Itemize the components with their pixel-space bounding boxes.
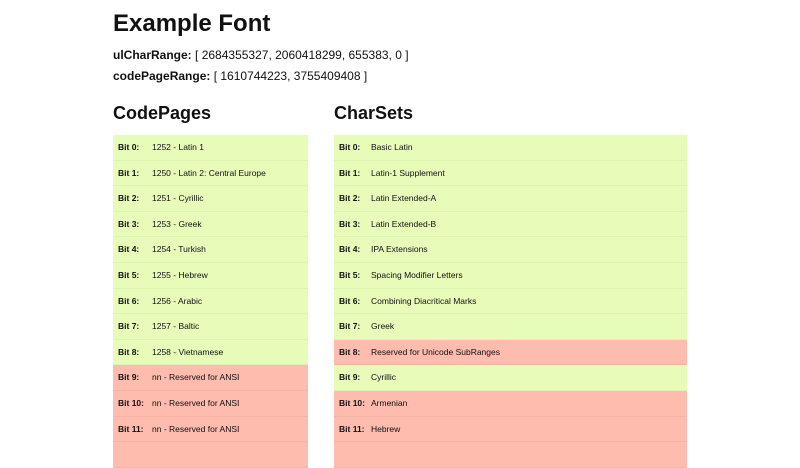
codepagerange-line: codePageRange: [ 1610744223, 3755409408 … (113, 69, 367, 83)
codepages-row: Bit 4: 1254 - Turkish (113, 237, 308, 263)
bit-label: Bit 4: (339, 244, 361, 255)
codepages-row: Bit 5: 1255 - Hebrew (113, 262, 308, 289)
codepages-row: Bit 6: 1256 - Arabic (113, 288, 308, 315)
bit-label: Bit 9: (118, 372, 140, 383)
codepages-row: Bit 1: 1250 - Latin 2: Central Europe (113, 160, 308, 187)
ulcharrange-line: ulCharRange: [ 2684355327, 2060418299, 6… (113, 48, 409, 62)
charsets-row: Bit 9: Cyrillic (334, 365, 687, 391)
row-text: Latin Extended-A (371, 193, 437, 204)
bit-label: Bit 9: (339, 372, 361, 383)
codepages-row: Bit 8: 1258 - Vietnamese (113, 339, 308, 366)
codepages-row: Bit 11: nn - Reserved for ANSI (113, 416, 308, 443)
charsets-row: Bit 10: Armenian (334, 390, 687, 417)
charsets-table: Bit 0: Basic Latin Bit 1: Latin-1 Supplemen… (334, 135, 687, 468)
codepages-table: Bit 0: 1252 - Latin 1 Bit 1: 1250 - Latin 2… (113, 135, 308, 468)
bit-label: Bit 7: (339, 321, 361, 332)
row-text: 1258 - Vietnamese (152, 346, 224, 357)
row-text: nn - Reserved for ANSI (152, 372, 240, 383)
charsets-row: Bit 4: IPA Extensions (334, 237, 687, 263)
charsets-row: Bit 11: Hebrew (334, 416, 687, 443)
row-text: 1252 - Latin 1 (152, 142, 204, 152)
charsets-row: Bit 6: Combining Diacritical Marks (334, 288, 687, 315)
bit-label: Bit 10: (118, 397, 144, 408)
charsets-row: Bit 5: Spacing Modifier Letters (334, 262, 687, 289)
row-text: Basic Latin (371, 142, 413, 152)
row-text: Reserved for Unicode SubRanges (371, 346, 500, 357)
row-text: 1255 - Hebrew (152, 269, 208, 280)
row-text: Armenian (371, 397, 408, 408)
charsets-row: Bit 1: Latin-1 Supplement (334, 160, 687, 187)
row-text: nn - Reserved for ANSI (152, 397, 240, 408)
row-text: nn - Reserved for ANSI (152, 423, 240, 434)
charsets-heading: CharSets (334, 103, 414, 123)
bit-label: Bit 7: (118, 321, 140, 332)
row-text: Spacing Modifier Letters (371, 269, 463, 280)
bit-label: Bit 5: (339, 269, 361, 280)
bit-label: Bit 8: (339, 346, 361, 357)
bit-label: Bit 3: (339, 218, 361, 229)
codepagerange-label: codePageRange: (113, 69, 211, 83)
codepages-row: Bit 10: nn - Reserved for ANSI (113, 390, 308, 417)
ulcharrange-value: [ 2684355327, 2060418299, 655383, 0 ] (195, 48, 409, 62)
bit-label: Bit 8: (118, 346, 140, 357)
codepages-row: Bit 2: 1251 - Cyrillic (113, 186, 308, 212)
bit-label: Bit 2: (118, 193, 140, 204)
bit-label: Bit 0: (339, 142, 361, 152)
codepages-row (113, 442, 308, 468)
row-text: 1256 - Arabic (152, 295, 203, 306)
row-text: Latin Extended-B (371, 218, 437, 229)
bit-label: Bit 3: (118, 218, 140, 229)
row-text: 1253 - Greek (152, 218, 202, 229)
bit-label: Bit 6: (118, 295, 140, 306)
charsets-row: Bit 8: Reserved for Unicode SubRanges (334, 339, 687, 366)
codepages-row: Bit 0: 1252 - Latin 1 (113, 135, 308, 161)
codepages-heading: CodePages (113, 103, 212, 123)
bit-label: Bit 0: (118, 142, 140, 152)
charsets-row (334, 442, 687, 468)
row-text: Greek (371, 321, 395, 332)
row-text: 1257 - Baltic (152, 321, 200, 332)
row-text: 1254 - Turkish (152, 244, 206, 255)
codepages-row: Bit 9: nn - Reserved for ANSI (113, 365, 308, 391)
bit-label: Bit 5: (118, 269, 140, 280)
bit-label: Bit 2: (339, 193, 361, 204)
codepagerange-value: [ 1610744223, 3755409408 ] (213, 69, 368, 83)
row-text: Hebrew (371, 423, 401, 434)
bit-label: Bit 4: (118, 244, 140, 255)
row-text: 1251 - Cyrillic (152, 193, 204, 204)
page-title: Example Font (113, 10, 271, 37)
codepages-row: Bit 3: 1253 - Greek (113, 211, 308, 238)
row-text: Latin-1 Supplement (371, 167, 445, 178)
bit-label: Bit 11: (118, 423, 144, 434)
row-text: Combining Diacritical Marks (371, 295, 477, 306)
bit-label: Bit 1: (339, 167, 361, 178)
bit-label: Bit 10: (339, 397, 365, 408)
charsets-row: Bit 7: Greek (334, 314, 687, 340)
codepages-row: Bit 7: 1257 - Baltic (113, 314, 308, 340)
bit-label: Bit 1: (118, 167, 140, 178)
row-text: IPA Extensions (371, 244, 428, 255)
ulcharrange-label: ulCharRange: (113, 48, 192, 62)
row-text: Cyrillic (371, 372, 397, 383)
row-text: 1250 - Latin 2: Central Europe (152, 167, 266, 178)
charsets-row: Bit 0: Basic Latin (334, 135, 687, 161)
charsets-row: Bit 3: Latin Extended-B (334, 211, 687, 238)
bit-label: Bit 11: (339, 423, 365, 434)
charsets-row: Bit 2: Latin Extended-A (334, 186, 687, 212)
bit-label: Bit 6: (339, 295, 361, 306)
